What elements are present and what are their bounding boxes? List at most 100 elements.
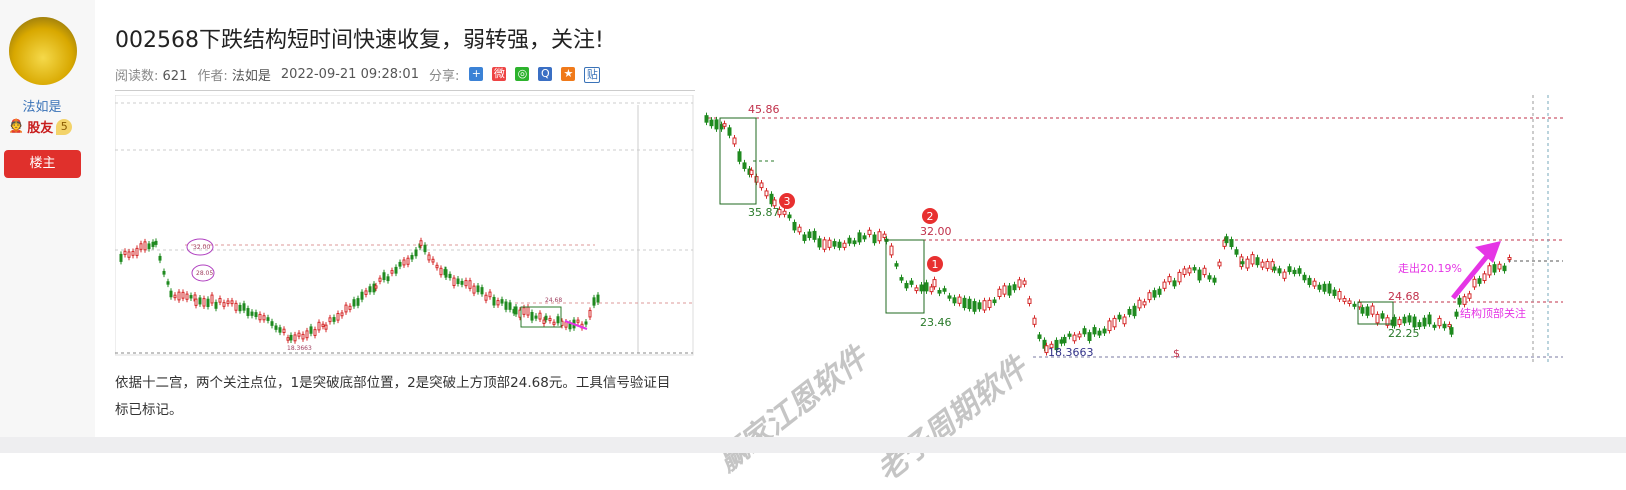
candle [1157,288,1162,295]
candle [258,313,262,321]
author-name[interactable]: 法如是 [22,100,62,115]
candle [1385,317,1390,326]
candle [286,337,290,341]
candle [1272,266,1277,271]
candle [1342,298,1347,302]
candle [222,302,226,307]
plus-share-icon[interactable]: + [469,66,484,81]
candle [127,251,131,258]
candle [266,317,270,321]
gain-arrow [1451,253,1490,300]
owner-button[interactable]: 楼主 [4,150,81,178]
candle [1255,257,1260,266]
candle [1097,330,1102,336]
candle [1370,305,1375,315]
candle [947,295,952,299]
candle [924,282,929,292]
candle [1422,317,1427,327]
candle [289,334,293,341]
candle [899,277,904,281]
marker-circle [922,208,938,224]
label-35-87: 35.87 [748,206,780,219]
structure-box-3 [1357,301,1394,325]
qzone-icon[interactable]: ★ [561,66,576,81]
candle [448,273,452,279]
candle [444,269,448,278]
candle [1265,261,1270,269]
label-24-68: 24.68 [1388,290,1420,303]
candle [324,324,328,330]
label-22-25: 22.25 [1388,327,1420,340]
share-label: 分享: [428,69,460,84]
candle [1347,300,1352,304]
candle [390,270,394,274]
candle [1277,268,1282,274]
candle [722,123,727,127]
candle [1017,279,1022,288]
candle [364,290,368,295]
candle [732,137,737,145]
candle [534,315,538,319]
candle [185,293,189,300]
candle [1162,281,1167,289]
candle [1477,278,1482,284]
marker-number: 3 [784,195,791,208]
candle [336,313,340,321]
qq-icon[interactable]: Q [538,66,553,81]
candle [262,315,266,321]
candle [967,298,972,310]
candle [427,254,431,261]
candle [1332,289,1337,296]
candle [872,234,877,244]
candle [508,302,512,310]
candle [297,332,301,337]
candle [1360,307,1365,314]
candle [749,169,754,175]
candle [1457,297,1462,305]
candle [274,325,278,330]
candle [1337,291,1342,300]
candle [909,280,914,285]
candle [1072,334,1077,342]
candle [764,190,769,197]
candle [526,306,530,316]
author-link[interactable]: 法如是 [231,69,271,84]
candle [317,321,321,331]
weibo-icon[interactable]: 微 [492,66,507,81]
candle [206,298,210,307]
candle [564,321,568,328]
candle [1307,277,1312,286]
post-meta: 阅读数: 621 作者: 法如是 2022-09-21 09:28:01 分享:… [115,65,601,84]
candle [226,300,230,305]
candle [242,303,246,311]
candle [293,334,297,342]
candle [234,302,238,311]
role-badge: 👲 股友 5 [8,117,73,136]
candle [807,231,812,239]
candle [452,277,456,287]
candle [348,305,352,310]
candle [394,266,398,274]
candle [238,304,242,312]
candle [1245,258,1250,269]
candle [832,241,837,247]
candle [460,280,464,285]
candle [419,240,423,246]
candle [488,291,492,298]
candle [1407,315,1412,323]
candle [787,214,792,219]
candle [1117,314,1122,320]
candle [1112,317,1117,328]
candle [1449,327,1454,335]
candle [1049,343,1054,349]
candle [782,210,787,215]
candle [1365,306,1370,316]
candle [158,255,162,261]
candle [894,263,899,267]
tieba-icon[interactable]: 贴 [584,66,601,83]
label-32-00: 32.00 [920,225,952,238]
candle [378,277,382,282]
avatar[interactable] [9,17,77,85]
post-title: 002568下跌结构短时间快速收复，弱转强，关注! [115,28,604,53]
wechat-icon[interactable]: ◎ [515,66,530,81]
